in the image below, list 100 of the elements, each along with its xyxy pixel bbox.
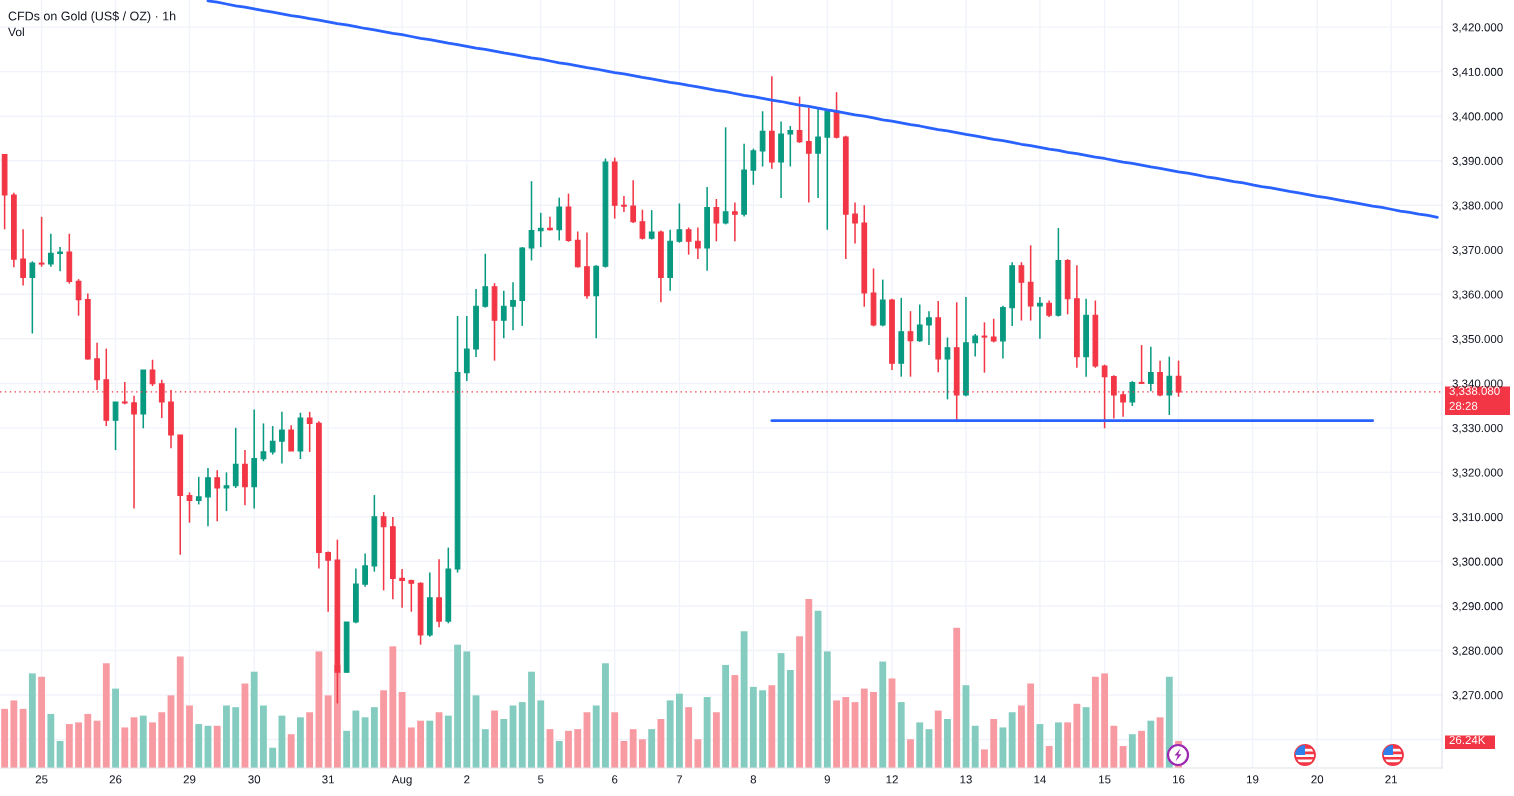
bar [712, 712, 720, 768]
candlestick [630, 179, 637, 224]
y-tick-label: 3,410.000 [1452, 67, 1503, 78]
bar [971, 725, 979, 768]
x-tick-label: 19 [1246, 775, 1259, 784]
bar [953, 627, 961, 768]
x-tick-label: 8 [750, 775, 757, 784]
bar [195, 724, 203, 768]
candlestick [1018, 261, 1025, 322]
y-tick-label: 3,310.000 [1452, 513, 1503, 523]
x-tick-label: 5 [538, 775, 544, 784]
candlestick [510, 281, 516, 332]
bar [250, 671, 258, 768]
y-tick-label: 3,270.000 [1452, 691, 1503, 701]
x-tick-label: 29 [183, 775, 196, 784]
bar [1138, 730, 1145, 768]
bar [56, 740, 64, 768]
y-tick-label: 3,370.000 [1452, 245, 1503, 256]
bar [1147, 720, 1155, 768]
candlestick [463, 315, 470, 382]
bar [796, 636, 803, 768]
bar [306, 712, 314, 768]
bar [981, 749, 988, 768]
candlestick [260, 422, 267, 463]
bar [426, 720, 434, 768]
bar [1128, 734, 1136, 768]
bar [139, 715, 147, 768]
bar [666, 700, 674, 768]
bar [768, 685, 776, 768]
bar [380, 690, 388, 768]
bar [759, 690, 767, 768]
bar [1027, 683, 1035, 768]
candlestick [852, 201, 858, 245]
candlestick [306, 411, 313, 453]
x-tick-label: 26 [109, 775, 122, 784]
bar [10, 700, 18, 768]
y-tick-label: 3,380.000 [1452, 201, 1503, 211]
y-tick-label: 3,360.000 [1452, 290, 1503, 300]
bar [1110, 725, 1118, 768]
bar [47, 713, 55, 768]
bar [315, 651, 323, 768]
bar [1036, 724, 1044, 768]
candlestick [362, 552, 368, 588]
bar [537, 700, 545, 768]
bar [121, 727, 129, 768]
bar [907, 739, 914, 768]
bar [1119, 746, 1127, 768]
bar [463, 651, 471, 768]
bar [648, 729, 656, 768]
x-tick-label: 30 [248, 775, 261, 784]
candlestick [242, 449, 248, 507]
bar [592, 705, 600, 768]
bar [722, 664, 730, 768]
bar [934, 710, 942, 768]
bar [324, 695, 332, 768]
bar [176, 656, 184, 768]
candlestick [1027, 244, 1034, 322]
candlestick [279, 411, 285, 465]
bar [1054, 722, 1062, 768]
bar [639, 739, 646, 768]
bar [260, 705, 267, 768]
line-series [206, 0, 1439, 219]
bar [1073, 703, 1081, 768]
x-tick-label: Aug [391, 775, 412, 786]
bar [777, 653, 785, 768]
x-tick-label: 21 [1385, 775, 1397, 784]
bar [740, 631, 748, 768]
candlestick [47, 232, 54, 268]
bar [38, 676, 46, 768]
chart-title: Vol [8, 27, 24, 37]
y-tick-label: 3,400.000 [1452, 112, 1503, 122]
candlestick [29, 260, 36, 335]
candlestick [731, 201, 738, 243]
bar [574, 729, 582, 768]
bar [112, 688, 119, 768]
candlestick [537, 212, 544, 248]
bar [158, 712, 166, 768]
candlestick [325, 550, 332, 613]
bar [842, 697, 850, 768]
bar [232, 707, 240, 768]
bar [860, 688, 868, 768]
bar [213, 725, 221, 768]
candlestick [214, 469, 221, 523]
candlestick [796, 95, 803, 144]
x-tick-label: 13 [960, 775, 972, 784]
candlestick [20, 228, 26, 287]
candlestick [621, 195, 627, 213]
bar [944, 719, 951, 768]
bar [675, 693, 683, 768]
candlestick [695, 226, 701, 260]
candlestick [1129, 380, 1136, 407]
bar [528, 671, 535, 768]
x-tick-label: 16 [1173, 775, 1185, 784]
y-tick-label: 3,330.000 [1452, 423, 1503, 434]
x-tick-label: 20 [1311, 775, 1324, 784]
bar [1045, 746, 1053, 768]
bar [361, 717, 369, 768]
bar [786, 670, 794, 768]
bar [500, 719, 508, 768]
candlestick [269, 425, 276, 456]
